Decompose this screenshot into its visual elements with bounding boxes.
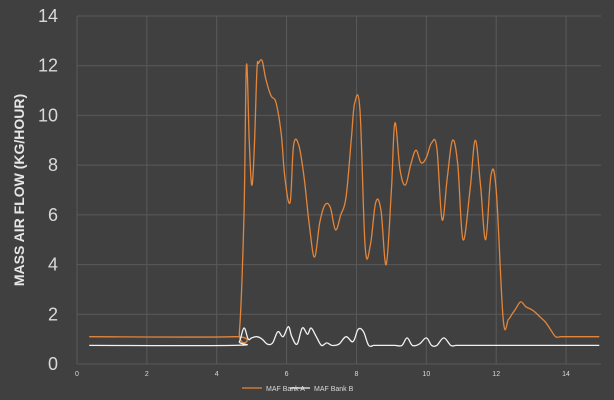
y-tick-label: 2 bbox=[48, 304, 58, 324]
y-tick-label: 6 bbox=[48, 205, 58, 225]
legend-label: MAF Bank A bbox=[266, 386, 305, 393]
y-tick-label: 8 bbox=[48, 155, 58, 175]
y-tick-label: 14 bbox=[38, 6, 58, 26]
y-axis-title: MASS AIR FLOW (KG/HOUR) bbox=[11, 94, 27, 286]
legend-label: MAF Bank B bbox=[314, 386, 354, 393]
series-line-bank-a bbox=[89, 59, 600, 344]
y-tick-label: 10 bbox=[38, 105, 58, 125]
x-tick-label: 8 bbox=[355, 371, 359, 378]
x-tick-label: 6 bbox=[285, 371, 289, 378]
x-tick-label: 2 bbox=[145, 371, 149, 378]
x-tick-label: 10 bbox=[422, 371, 430, 378]
x-tick-label: 12 bbox=[492, 371, 500, 378]
y-tick-label: 0 bbox=[48, 354, 58, 374]
y-tick-label: 4 bbox=[48, 255, 58, 275]
series-line-bank-b bbox=[89, 326, 600, 348]
x-tick-label: 14 bbox=[562, 371, 570, 378]
x-tick-label: 4 bbox=[215, 371, 219, 378]
x-tick-label: 0 bbox=[75, 371, 79, 378]
y-tick-label: 12 bbox=[38, 56, 58, 76]
